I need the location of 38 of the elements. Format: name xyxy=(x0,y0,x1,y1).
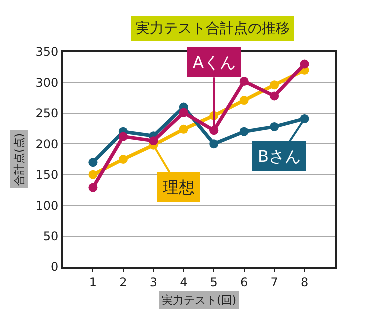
chart-title: 実力テスト合計点の推移 xyxy=(136,21,290,37)
point xyxy=(149,136,158,146)
point xyxy=(88,170,98,180)
point xyxy=(210,140,219,149)
x-tick-label: 4 xyxy=(180,275,188,290)
point xyxy=(270,122,280,132)
y-tick-label: 350 xyxy=(36,45,59,60)
point xyxy=(179,108,188,118)
y-tick-label: 100 xyxy=(36,198,59,213)
y-tick-label: 300 xyxy=(36,76,59,90)
legend-label: 理想 xyxy=(163,178,195,197)
point xyxy=(270,80,280,90)
y-axis-title: 合計点(点) xyxy=(13,133,26,186)
x-tick-label: 3 xyxy=(150,275,158,290)
point xyxy=(240,96,249,106)
x-tick-label: 1 xyxy=(89,275,98,290)
point xyxy=(300,60,310,69)
x-tick-label: 7 xyxy=(270,275,278,290)
point xyxy=(118,155,128,164)
series-label: Aくん xyxy=(193,53,236,72)
point xyxy=(88,158,98,168)
point xyxy=(240,127,249,136)
legend-label: Bさん xyxy=(258,147,301,166)
y-tick-label: 250 xyxy=(36,106,59,121)
point xyxy=(240,76,249,86)
point xyxy=(118,132,128,142)
point xyxy=(270,92,280,101)
x-axis-title: 実力テスト(回) xyxy=(162,294,237,307)
y-tick-label: 150 xyxy=(36,168,59,182)
y-tick-label: 200 xyxy=(36,137,59,152)
x-tick-label: 8 xyxy=(300,275,309,290)
y-tick-label: 0 xyxy=(50,260,59,274)
x-tick-label: 5 xyxy=(210,275,218,290)
x-tick-label: 6 xyxy=(240,275,248,290)
y-tick-label: 50 xyxy=(43,229,59,244)
x-tick-label: 2 xyxy=(120,275,128,290)
point xyxy=(88,183,98,192)
point xyxy=(179,124,188,134)
